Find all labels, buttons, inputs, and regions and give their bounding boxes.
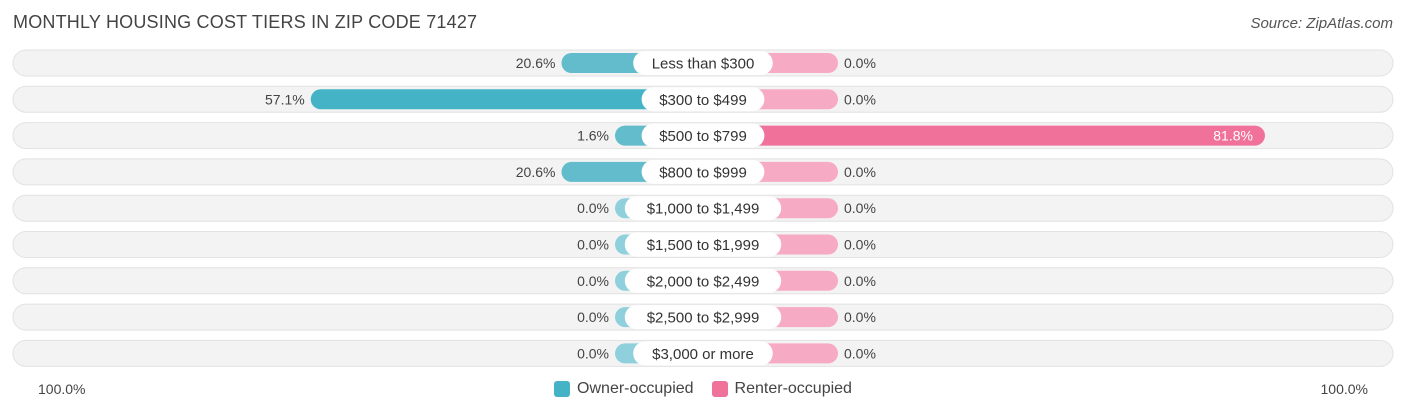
owner-value-label: 1.6% — [577, 128, 609, 144]
renter-value-label: 0.0% — [844, 91, 876, 107]
renter-value-label: 0.0% — [844, 309, 876, 325]
category-label-pill — [641, 159, 765, 184]
owner-value-label: 0.0% — [577, 273, 609, 289]
chart-title: MONTHLY HOUSING COST TIERS IN ZIP CODE 7… — [13, 12, 478, 32]
category-label: $300 to $499 — [659, 92, 747, 109]
category-label: $2,500 to $2,999 — [647, 310, 760, 327]
renter-value-label: 81.8% — [1213, 128, 1253, 144]
legend-owner: Owner-occupied — [554, 380, 694, 398]
renter-value-label: 0.0% — [844, 55, 876, 71]
category-label-pill — [633, 341, 773, 366]
category-label: $2,000 to $2,499 — [647, 273, 760, 290]
owner-value-label: 0.0% — [577, 309, 609, 325]
category-label-pill — [624, 268, 782, 293]
category-label: $1,500 to $1,999 — [647, 237, 760, 254]
renter-bar — [703, 125, 1265, 146]
category-label: $800 to $999 — [659, 164, 747, 181]
renter-value-label: 0.0% — [844, 164, 876, 180]
axis-right-label: 100.0% — [1320, 381, 1368, 397]
renter-value-label: 0.0% — [844, 237, 876, 253]
category-label-pill — [624, 196, 782, 221]
axis-left-label: 100.0% — [38, 381, 86, 397]
legend-renter-label: Renter-occupied — [734, 380, 852, 397]
owner-value-label: 57.1% — [265, 91, 305, 107]
category-label-pill — [641, 123, 765, 148]
owner-value-label: 0.0% — [577, 345, 609, 361]
owner-bar — [310, 89, 703, 110]
legend-renter: Renter-occupied — [711, 380, 852, 398]
category-label: Less than $300 — [652, 56, 755, 73]
owner-value-label: 20.6% — [516, 164, 556, 180]
source-label: Source: ZipAtlas.com — [1250, 15, 1393, 32]
legend-renter-swatch — [711, 381, 728, 397]
legend-owner-swatch — [554, 381, 571, 397]
owner-value-label: 0.0% — [577, 237, 609, 253]
category-label-pill — [633, 51, 773, 75]
category-label-pill — [624, 305, 782, 330]
renter-value-label: 0.0% — [844, 345, 876, 361]
legend: Owner-occupied Renter-occupied — [0, 380, 1406, 398]
owner-value-label: 0.0% — [577, 200, 609, 216]
category-label: $3,000 or more — [652, 346, 754, 363]
legend-owner-label: Owner-occupied — [577, 380, 694, 397]
category-label-pill — [624, 232, 782, 257]
renter-value-label: 0.0% — [844, 273, 876, 289]
category-label-pill — [641, 87, 765, 112]
renter-value-label: 0.0% — [844, 200, 876, 216]
category-label: $500 to $799 — [659, 128, 747, 145]
category-label: $1,000 to $1,499 — [647, 201, 760, 218]
owner-value-label: 20.6% — [516, 55, 556, 71]
